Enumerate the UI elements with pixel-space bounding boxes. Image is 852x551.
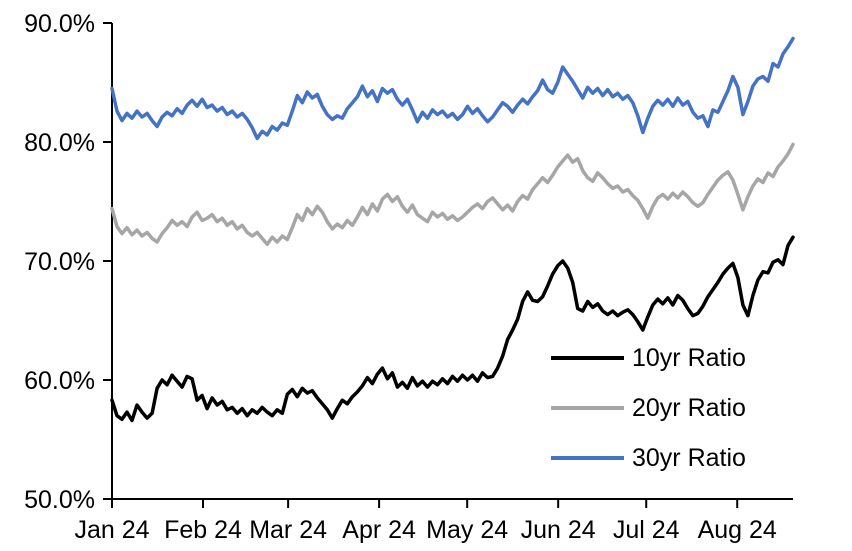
x-axis-label: May 24 [426,516,508,544]
legend-item-10yr-ratio: 10yr Ratio [551,343,746,373]
legend-line-swatch-20yr [551,406,624,410]
y-axis-label: 50.0% [24,486,95,514]
x-axis-label: Jul 24 [613,516,680,544]
y-axis-label: 90.0% [24,10,95,38]
legend-line-swatch-10yr [551,356,624,360]
legend-label-10yr: 10yr Ratio [632,344,746,372]
y-axis-label: 60.0% [24,367,95,395]
x-axis-label: Aug 24 [698,516,777,544]
y-axis-label: 70.0% [24,248,95,276]
x-axis-label: Apr 24 [342,516,416,544]
series-line-10yr-ratio [110,235,795,423]
x-axis-label: Jan 24 [74,516,149,544]
x-axis-label: Feb 24 [164,516,242,544]
legend-label-20yr: 20yr Ratio [632,394,746,422]
chart-legend: 10yr Ratio 20yr Ratio 30yr Ratio [551,343,746,493]
x-axis-label: Mar 24 [249,516,327,544]
series-line-30yr-ratio [110,36,795,141]
x-axis-label: Jun 24 [521,516,596,544]
legend-line-swatch-30yr [551,456,624,460]
legend-item-20yr-ratio: 20yr Ratio [551,393,746,423]
legend-item-30yr-ratio: 30yr Ratio [551,443,746,473]
legend-label-30yr: 30yr Ratio [632,444,746,472]
y-axis-label: 80.0% [24,129,95,157]
series-line-20yr-ratio [110,142,795,247]
